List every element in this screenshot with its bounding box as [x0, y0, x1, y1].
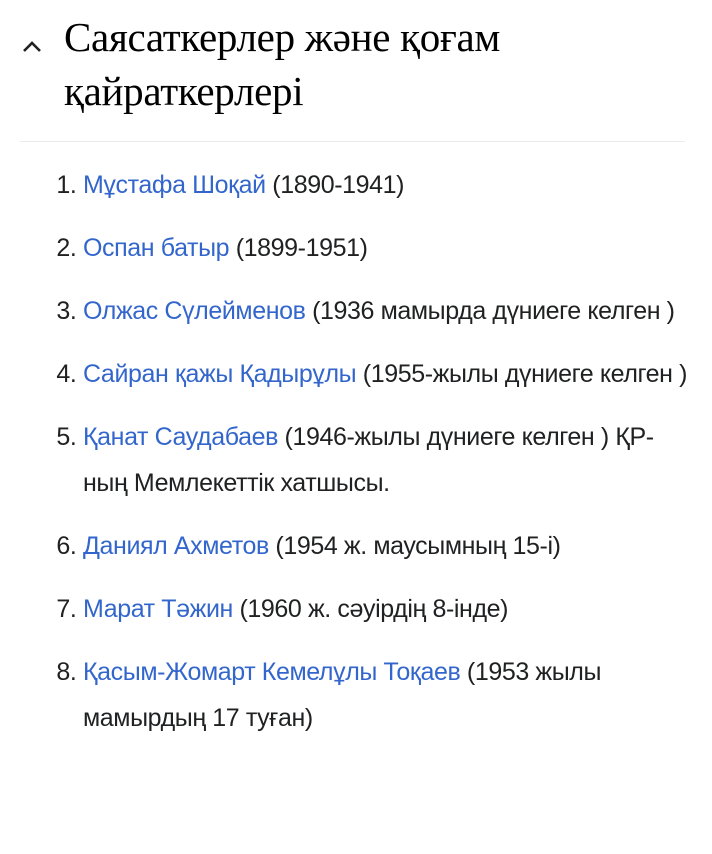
person-link[interactable]: Қасым-Жомарт Кемелұлы Тоқаев — [83, 658, 461, 686]
person-link[interactable]: Оспан батыр — [83, 234, 230, 262]
section-title: Саясаткерлер және қоғам қайраткерлері — [64, 14, 501, 114]
list-item: Мұстафа Шоқай (1890-1941) — [83, 162, 688, 208]
person-note: (1954 ж. маусымның 15-і) — [268, 532, 561, 560]
person-link[interactable]: Сайран қажы Қадырұлы — [83, 360, 357, 388]
list-item: Қанат Саудабаев (1946-жылы дүниеге келге… — [83, 414, 688, 506]
person-link[interactable]: Қанат Саудабаев — [83, 423, 278, 451]
list-item: Сайран қажы Қадырұлы (1955-жылы дүниеге … — [83, 351, 688, 397]
person-note: (1946-жылы дүниеге келген ) ҚР-ның Мемле… — [83, 423, 654, 497]
list-item: Даниял Ахметов (1954 ж. маусымның 15-і) — [83, 523, 688, 569]
person-note: (1899-1951) — [229, 234, 368, 262]
person-link[interactable]: Мұстафа Шоқай — [83, 171, 266, 199]
people-list: Мұстафа Шоқай (1890-1941) Оспан батыр (1… — [0, 162, 688, 758]
list-item: Қасым-Жомарт Кемелұлы Тоқаев (1953 жылы … — [83, 649, 688, 741]
person-note: (1960 ж. сәуірдің 8-інде) — [232, 595, 509, 623]
person-note: (1890-1941) — [265, 171, 405, 199]
divider — [20, 141, 685, 142]
person-note: (1936 мамырда дүниеге келген ) — [305, 297, 675, 325]
person-link[interactable]: Олжас Сүлейменов — [83, 297, 306, 325]
person-link[interactable]: Даниял Ахметов — [83, 532, 269, 560]
list-item: Марат Тәжин (1960 ж. сәуірдің 8-інде) — [83, 586, 688, 632]
list-item: Олжас Сүлейменов (1936 мамырда дүниеге к… — [83, 288, 688, 334]
person-link[interactable]: Марат Тәжин — [83, 595, 233, 623]
person-note: (1955-жылы дүниеге келген ) — [356, 360, 688, 388]
chevron-up-icon[interactable] — [21, 36, 43, 58]
list-item: Оспан батыр (1899-1951) — [83, 225, 688, 271]
person-note: (1953 жылы мамырдың 17 туған) — [83, 658, 602, 732]
